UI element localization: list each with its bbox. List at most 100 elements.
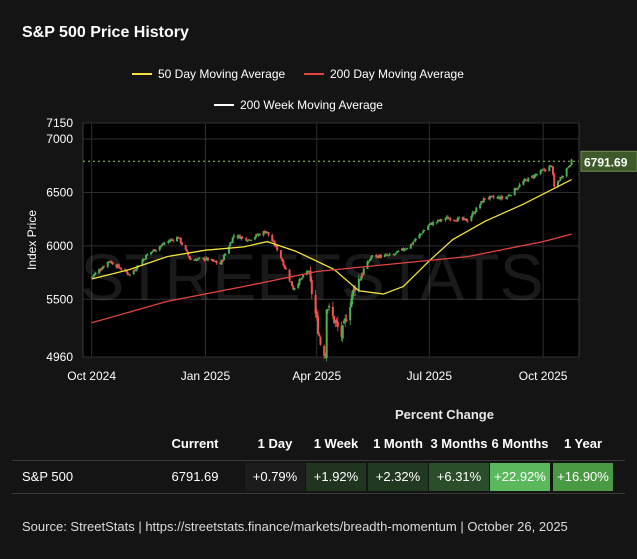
candle-body bbox=[345, 319, 348, 322]
candle-body bbox=[163, 243, 166, 245]
candle bbox=[168, 239, 171, 243]
candle-body bbox=[523, 179, 526, 182]
candle-body bbox=[440, 219, 443, 221]
candle-body bbox=[125, 270, 128, 273]
candle-body bbox=[455, 220, 458, 222]
candle-body bbox=[119, 267, 122, 270]
candle bbox=[412, 241, 415, 246]
candle bbox=[480, 200, 483, 206]
candle-body bbox=[342, 320, 345, 324]
candle bbox=[445, 215, 448, 220]
candle bbox=[150, 252, 153, 256]
candle-body bbox=[475, 207, 478, 212]
candle bbox=[297, 283, 300, 290]
candle-body bbox=[195, 259, 198, 262]
candle bbox=[361, 272, 364, 279]
candle bbox=[211, 258, 214, 262]
candle-body bbox=[544, 169, 547, 171]
candle-body bbox=[565, 168, 568, 177]
candle-body bbox=[543, 169, 546, 171]
candle-body bbox=[206, 257, 209, 261]
candle-body bbox=[298, 279, 301, 285]
candle-body bbox=[393, 254, 396, 256]
x-tick-label: Oct 2024 bbox=[67, 369, 116, 383]
candle bbox=[351, 289, 354, 305]
candle bbox=[185, 249, 188, 252]
candle-body bbox=[559, 177, 562, 181]
candle-body bbox=[509, 195, 512, 197]
candle bbox=[357, 274, 360, 293]
candle bbox=[501, 195, 504, 200]
candle-body bbox=[514, 188, 517, 191]
candle-body bbox=[524, 179, 527, 181]
candle bbox=[566, 167, 569, 169]
candle-body bbox=[220, 259, 223, 265]
current-price-marker: 6791.69 bbox=[83, 150, 637, 172]
candle bbox=[159, 245, 162, 249]
candle-body bbox=[283, 265, 286, 268]
candle-body bbox=[205, 257, 208, 260]
candle bbox=[221, 259, 224, 263]
candle bbox=[388, 252, 391, 256]
candle-body bbox=[227, 246, 230, 254]
ma50-line bbox=[91, 179, 572, 295]
candle-body bbox=[184, 245, 187, 250]
candle-body bbox=[204, 259, 207, 261]
y-tick-label: 7000 bbox=[46, 132, 73, 146]
candle bbox=[403, 248, 406, 252]
y-tick-label: 6500 bbox=[46, 185, 73, 199]
candle-body bbox=[361, 274, 364, 276]
candle bbox=[552, 165, 555, 177]
candle-body bbox=[328, 305, 331, 308]
candle-body bbox=[293, 288, 296, 290]
candle bbox=[319, 335, 322, 346]
row-name: S&P 500 bbox=[22, 469, 74, 484]
column-header: 1 Day bbox=[257, 436, 293, 451]
candle bbox=[210, 258, 213, 261]
candle-body bbox=[371, 255, 374, 257]
candle bbox=[314, 290, 317, 318]
candle-body bbox=[271, 234, 274, 242]
candle bbox=[223, 253, 226, 261]
candle-body bbox=[154, 249, 157, 252]
candle-body bbox=[383, 254, 386, 258]
candle-body bbox=[396, 250, 399, 253]
candle-body bbox=[367, 261, 370, 263]
candles bbox=[90, 158, 573, 362]
candle bbox=[143, 258, 146, 260]
candle bbox=[560, 175, 563, 179]
candle-body bbox=[549, 165, 552, 167]
candle-body bbox=[435, 222, 438, 224]
candle bbox=[310, 277, 313, 299]
candle bbox=[178, 237, 181, 240]
candle bbox=[94, 271, 97, 276]
candle-body bbox=[430, 223, 433, 225]
current-price-label-box bbox=[580, 150, 637, 172]
x-tick-label: Jan 2025 bbox=[181, 369, 231, 383]
candle-body bbox=[178, 237, 181, 239]
candle-body bbox=[239, 235, 242, 239]
change-cell: +2.32% bbox=[368, 463, 428, 491]
candle bbox=[393, 253, 396, 257]
candle bbox=[438, 219, 441, 222]
candle-body bbox=[487, 198, 490, 200]
candle bbox=[482, 196, 485, 203]
candle-body bbox=[350, 298, 353, 308]
candle-body bbox=[325, 309, 328, 358]
candle-body bbox=[334, 321, 337, 323]
candle-body bbox=[231, 237, 234, 243]
candle bbox=[497, 195, 500, 200]
candle bbox=[151, 250, 154, 254]
candle-body bbox=[517, 187, 520, 189]
candle-body bbox=[352, 286, 355, 293]
candle bbox=[500, 194, 503, 201]
candle-body bbox=[210, 259, 213, 261]
candle-body bbox=[236, 236, 239, 238]
candle bbox=[479, 203, 482, 210]
candle-body bbox=[333, 316, 336, 324]
candle bbox=[189, 256, 192, 261]
candle-body bbox=[189, 258, 192, 260]
candle-body bbox=[126, 272, 129, 275]
candle bbox=[262, 230, 265, 237]
x-tick-label: Apr 2025 bbox=[292, 369, 341, 383]
